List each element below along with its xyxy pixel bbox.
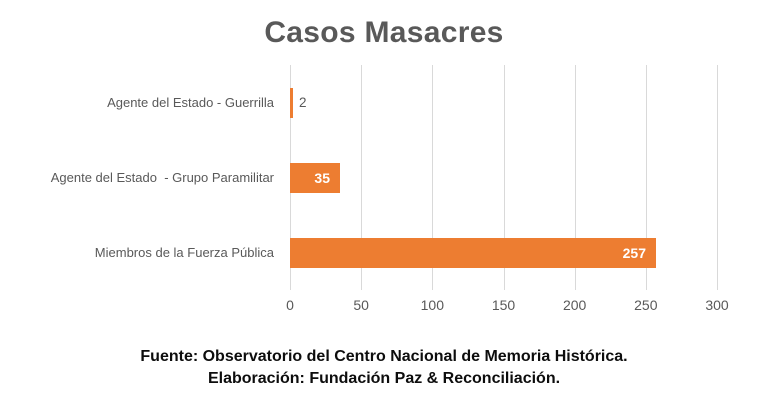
x-tick-label: 100 — [420, 297, 444, 313]
gridline — [432, 65, 434, 290]
source-line: Fuente: Observatorio del Centro Nacional… — [140, 348, 628, 365]
category-label: Miembros de la Fuerza Pública — [94, 245, 274, 260]
bar-chart-plot-area: 2 35 257 — [290, 65, 718, 290]
bar-value-label: 35 — [314, 169, 330, 186]
source-note: Fuente: Observatorio del Centro Nacional… — [0, 346, 768, 390]
x-tick-label: 0 — [286, 297, 294, 313]
gridline — [645, 65, 647, 290]
x-axis: 0 50 100 150 200 250 300 — [286, 297, 729, 317]
category-label: Agente del Estado - Guerrilla — [107, 95, 274, 110]
category-label: Agente del Estado - Grupo Paramilitar — [50, 170, 274, 185]
gridline — [717, 65, 718, 290]
bar: 35 — [290, 162, 340, 193]
gridline — [574, 65, 576, 290]
x-tick-label: 50 — [353, 297, 369, 313]
bar — [290, 87, 293, 118]
category-axis: Agente del Estado - Guerrilla Agente del … — [0, 65, 282, 290]
chart-title: Casos Masacres — [264, 16, 504, 49]
x-tick-label: 250 — [634, 297, 658, 313]
elaboration-line: Elaboración: Fundación Paz & Reconciliac… — [207, 370, 561, 387]
bar-value-label: 2 — [299, 94, 307, 110]
bar-value-label: 257 — [622, 244, 646, 261]
gridline — [361, 65, 363, 290]
x-tick-label: 300 — [705, 297, 729, 313]
gridline — [503, 65, 505, 290]
x-tick-label: 150 — [491, 297, 516, 313]
bar: 257 — [290, 237, 656, 268]
x-tick-label: 200 — [562, 297, 587, 313]
